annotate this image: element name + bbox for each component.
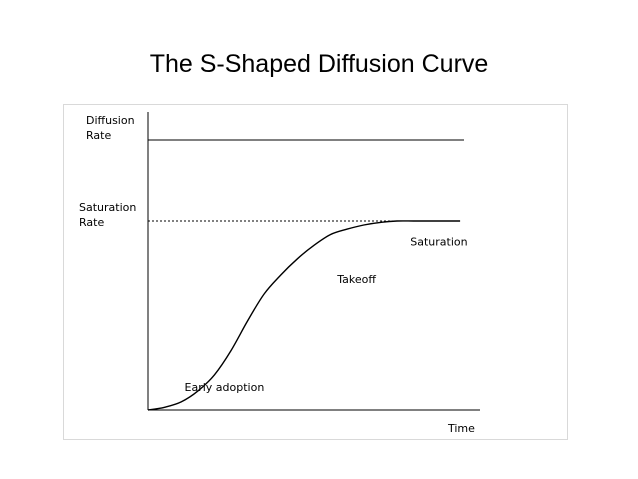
annotation-saturation: Saturation [410,235,467,248]
x-label: Time [447,422,475,435]
annotation-takeoff: Takeoff [336,273,376,286]
chart-frame [63,104,568,440]
saturation-label-line2: Rate [79,216,104,229]
y-label-line1: Diffusion [86,114,135,127]
diffusion-curve [147,220,461,411]
saturation-label-line1: Saturation [79,201,136,214]
y-label-line2: Rate [86,129,111,142]
slide-title: The S-Shaped Diffusion Curve [149,50,489,78]
annotation-early-adoption: Early adoption [185,381,265,394]
